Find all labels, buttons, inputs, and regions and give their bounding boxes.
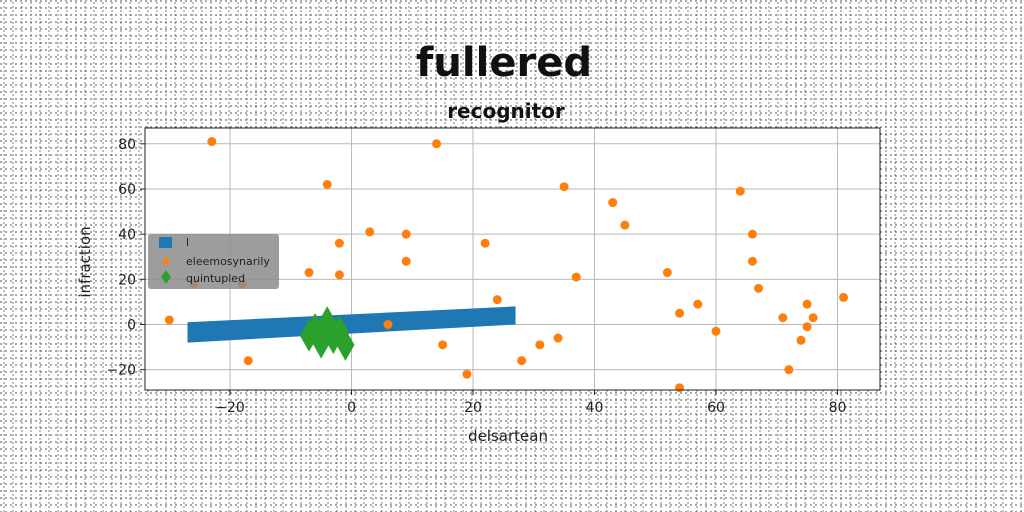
- data-point: [365, 227, 375, 237]
- data-point: [747, 256, 757, 266]
- legend-box: [148, 234, 279, 289]
- data-point: [492, 295, 502, 305]
- data-point: [334, 270, 344, 280]
- legend: l eleemosynarily quintupled: [148, 234, 279, 289]
- data-point: [207, 137, 217, 147]
- data-point: [438, 340, 448, 350]
- legend-swatch-diamonds: [161, 270, 171, 284]
- data-point: [796, 335, 806, 345]
- y-tick-label: 20: [118, 272, 136, 288]
- x-tick-label: 60: [707, 400, 725, 416]
- x-tick-label: 20: [464, 400, 482, 416]
- y-tick-label: 40: [118, 227, 136, 243]
- chart-title: fullered: [416, 40, 592, 86]
- y-axis-ticks: −20 0 20 40 60 80: [106, 137, 145, 379]
- data-point: [517, 356, 527, 366]
- y-tick-label: −20: [106, 363, 136, 379]
- x-tick-label: 80: [829, 400, 847, 416]
- data-point: [535, 340, 545, 350]
- chart-subtitle: recognitor: [447, 99, 565, 123]
- data-point: [620, 220, 630, 230]
- data-point: [693, 299, 703, 309]
- data-point: [735, 186, 745, 196]
- data-point: [383, 320, 393, 329]
- data-point: [778, 313, 788, 323]
- data-point: [401, 256, 411, 266]
- y-axis-label: infraction: [76, 226, 94, 297]
- data-point: [243, 356, 253, 366]
- data-point: [401, 229, 411, 239]
- data-point: [711, 326, 721, 336]
- data-point: [432, 139, 442, 149]
- legend-label-diamonds: quintupled: [186, 272, 245, 285]
- series-band: [187, 306, 516, 343]
- y-tick-label: 60: [118, 182, 136, 198]
- x-axis-label: delsartean: [468, 427, 548, 445]
- data-point: [754, 283, 764, 293]
- x-axis-ticks: −20 0 20 40 60 80: [215, 390, 846, 416]
- data-point: [553, 333, 563, 343]
- y-tick-label: 80: [118, 137, 136, 153]
- data-point: [608, 198, 618, 208]
- x-tick-label: −20: [215, 400, 245, 416]
- data-point: [571, 272, 581, 282]
- legend-label-points: eleemosynarily: [186, 255, 270, 268]
- data-point: [480, 238, 490, 248]
- x-tick-label: 40: [586, 400, 604, 416]
- data-point: [839, 292, 849, 302]
- data-point: [334, 238, 344, 248]
- series-layer: [164, 137, 849, 393]
- y-tick-label: 0: [127, 318, 136, 334]
- data-point: [802, 299, 812, 309]
- data-point: [662, 268, 672, 278]
- data-point: [675, 308, 685, 318]
- legend-label-band: l: [186, 236, 189, 249]
- data-point: [304, 268, 314, 278]
- data-point: [747, 229, 757, 239]
- data-point: [559, 182, 569, 192]
- legend-swatch-band: [159, 237, 172, 248]
- data-diamond: [336, 328, 355, 361]
- data-point: [675, 383, 685, 393]
- data-point: [802, 322, 812, 332]
- x-tick-label: 0: [347, 400, 356, 416]
- data-point: [164, 315, 174, 325]
- data-point: [322, 179, 332, 189]
- data-point: [784, 365, 794, 375]
- legend-swatch-points: [162, 257, 170, 265]
- data-point: [462, 369, 472, 379]
- data-point: [808, 313, 818, 323]
- plot-frame: [144, 127, 881, 391]
